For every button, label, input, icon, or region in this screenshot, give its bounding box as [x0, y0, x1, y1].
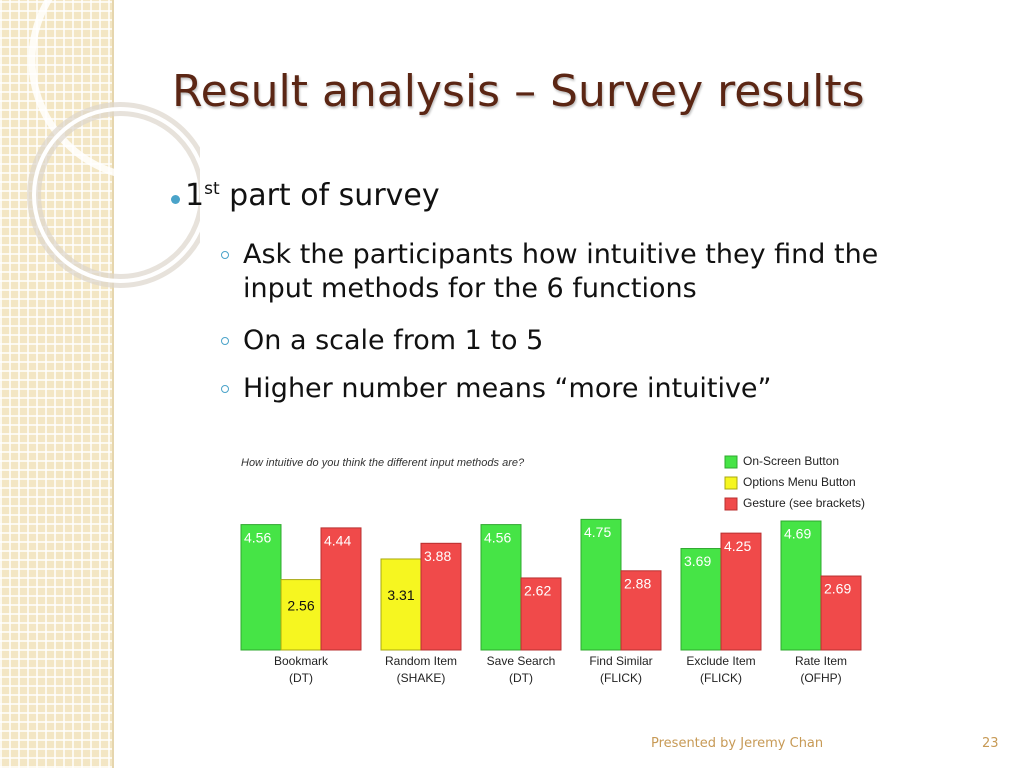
- bullet-text: part of survey: [219, 178, 440, 213]
- legend-swatch: [724, 455, 738, 469]
- value-label: 3.31: [387, 587, 414, 603]
- bar: [480, 524, 522, 651]
- x-tick-sublabel: (SHAKE): [397, 671, 446, 685]
- page-number: 23: [982, 736, 999, 751]
- x-tick-label: Rate Item: [795, 654, 847, 668]
- ring: [32, 107, 200, 283]
- value-label: 3.88: [424, 548, 451, 564]
- legend-label: Gesture (see brackets): [743, 496, 865, 510]
- footer-presenter: Presented by Jeremy Chan: [651, 736, 824, 751]
- value-label: 4.56: [244, 529, 271, 545]
- bar: [240, 524, 282, 651]
- legend-label: Options Menu Button: [743, 475, 856, 489]
- bullet-text: 1: [185, 178, 205, 213]
- ring: [28, 0, 200, 182]
- value-label: 2.56: [287, 598, 314, 614]
- x-tick-sublabel: (FLICK): [700, 671, 742, 685]
- x-tick-label: Exclude Item: [686, 654, 755, 668]
- bar: [620, 570, 662, 651]
- x-tick-sublabel: (DT): [509, 671, 533, 685]
- legend-swatch: [724, 497, 738, 511]
- bar: [820, 575, 862, 651]
- x-tick-label: Save Search: [487, 654, 556, 668]
- bar: [680, 548, 722, 651]
- bar: [320, 527, 362, 651]
- x-tick-sublabel: (DT): [289, 671, 313, 685]
- bar: [580, 518, 622, 651]
- value-label: 2.88: [624, 576, 651, 592]
- bar: [520, 577, 562, 651]
- value-label: 4.25: [724, 538, 751, 554]
- superscript: st: [204, 179, 220, 199]
- legend-swatch: [724, 476, 738, 490]
- decoration: [27, 0, 200, 288]
- bar: [780, 520, 822, 651]
- sub-bullets: Ask the participants how intuitive they …: [221, 238, 953, 424]
- bullet: 1st part of survey: [171, 178, 440, 213]
- bar: [380, 558, 422, 651]
- value-label: 4.56: [484, 529, 511, 545]
- value-label: 4.44: [324, 533, 351, 549]
- legend-label: On-Screen Button: [743, 454, 839, 468]
- value-label: 2.69: [824, 581, 851, 597]
- value-label: 2.62: [524, 583, 551, 599]
- bar: [720, 532, 762, 651]
- sub-bullet: On a scale from 1 to 5: [221, 324, 953, 358]
- x-tick-sublabel: (FLICK): [600, 671, 642, 685]
- chart-title: How intuitive do you think the different…: [241, 457, 525, 469]
- bar: [420, 542, 462, 651]
- x-tick-label: Bookmark: [274, 654, 329, 668]
- sub-bullet: Higher number means “more intuitive”: [221, 372, 953, 406]
- x-tick-sublabel: (OFHP): [800, 671, 841, 685]
- x-tick-label: Find Similar: [589, 654, 652, 668]
- value-label: 4.69: [784, 526, 811, 542]
- value-label: 3.69: [684, 553, 711, 569]
- slide-title: Result analysis – Survey results: [172, 66, 865, 117]
- value-label: 4.75: [584, 524, 611, 540]
- sub-bullet: Ask the participants how intuitive they …: [221, 238, 953, 306]
- bar: [280, 579, 322, 651]
- x-tick-label: Random Item: [385, 654, 457, 668]
